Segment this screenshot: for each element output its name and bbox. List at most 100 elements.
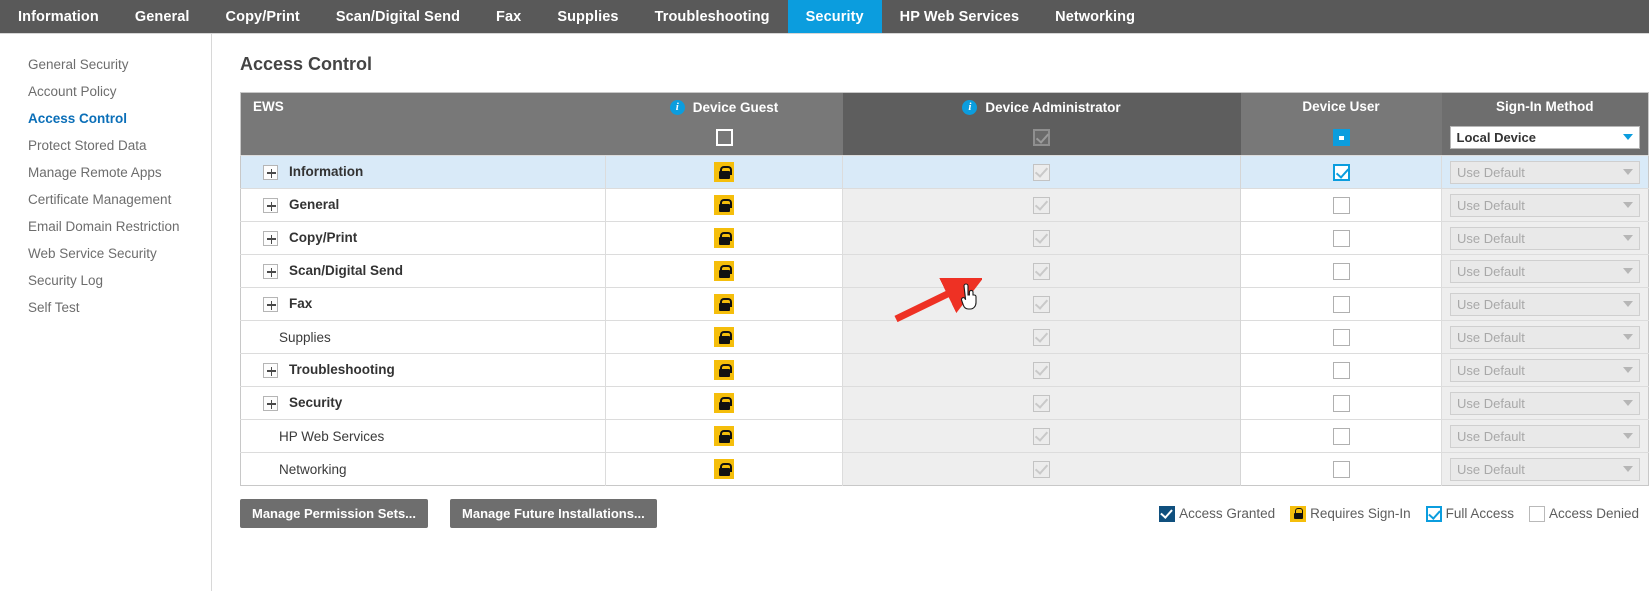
lock-icon[interactable] (714, 162, 734, 182)
header-checkbox-device-user[interactable] (1332, 128, 1350, 146)
legend-swatch-blue-check (1425, 505, 1442, 522)
cell-device-user (1240, 452, 1442, 486)
nav-item-security[interactable]: Security (787, 0, 882, 33)
sign-in-method-row-select[interactable]: Use Default (1450, 259, 1640, 283)
table-row[interactable]: HP Web Services Use Default (240, 419, 1649, 453)
checkbox-device-user[interactable] (1332, 262, 1350, 280)
sidebar-item-security-log[interactable]: Security Log (28, 273, 104, 288)
sidebar-item-protect-stored-data[interactable]: Protect Stored Data (28, 138, 147, 153)
expand-plus-icon[interactable] (263, 395, 278, 411)
chevron-down-icon (1623, 202, 1633, 208)
info-icon-device-administrator[interactable]: i (962, 99, 978, 115)
table-row[interactable]: Copy/Print Use Default (240, 221, 1649, 255)
lock-icon[interactable] (714, 459, 734, 479)
checkbox-device-user[interactable] (1332, 163, 1350, 181)
expand-plus-icon[interactable] (263, 263, 278, 279)
page-body: General Security Account Policy Access Con… (0, 34, 1649, 591)
sidebar-item-access-control[interactable]: Access Control (28, 111, 128, 126)
sign-in-method-row-select[interactable]: Use Default (1450, 226, 1640, 250)
checkbox-device-administrator (1033, 328, 1050, 346)
lock-icon[interactable] (714, 261, 734, 281)
legend-item: Access Denied (1528, 505, 1639, 522)
checkbox-device-user[interactable] (1332, 394, 1350, 412)
manage-future-installations-button[interactable]: Manage Future Installations... (450, 499, 657, 528)
cell-sign-in-method: Use Default (1441, 353, 1649, 387)
sidebar-navigation: General Security Account Policy Access Con… (0, 34, 212, 591)
header-checkbox-device-guest[interactable] (715, 128, 733, 146)
chevron-down-icon (1623, 367, 1633, 373)
sign-in-method-row-value: Use Default (1457, 329, 1525, 345)
checkbox-device-user[interactable] (1332, 460, 1350, 478)
sign-in-method-row-select[interactable]: Use Default (1450, 457, 1640, 481)
cell-sign-in-method: Use Default (1441, 452, 1649, 486)
checkbox-device-user[interactable] (1332, 427, 1350, 445)
nav-item-supplies[interactable]: Supplies (557, 8, 619, 25)
sign-in-method-row-select[interactable]: Use Default (1450, 292, 1640, 316)
nav-item-troubleshooting[interactable]: Troubleshooting (654, 8, 770, 25)
checkbox-device-user[interactable] (1332, 361, 1350, 379)
lock-icon[interactable] (714, 360, 734, 380)
sign-in-method-row-value: Use Default (1457, 230, 1525, 246)
sidebar-item-general-security[interactable]: General Security (28, 57, 129, 72)
table-row[interactable]: Scan/Digital Send Use Default (240, 254, 1649, 288)
lock-icon[interactable] (714, 426, 734, 446)
checkbox-device-user[interactable] (1332, 229, 1350, 247)
sign-in-method-row-select[interactable]: Use Default (1450, 391, 1640, 415)
sign-in-method-row-select[interactable]: Use Default (1450, 358, 1640, 382)
row-label-cell: Troubleshooting (240, 353, 606, 387)
info-icon-device-guest[interactable]: i (669, 99, 685, 115)
nav-item-copy-print[interactable]: Copy/Print (225, 8, 300, 25)
sidebar-item-manage-remote-apps[interactable]: Manage Remote Apps (28, 165, 162, 180)
sidebar-item-email-domain-restriction[interactable]: Email Domain Restriction (28, 219, 180, 234)
nav-item-general[interactable]: General (134, 8, 190, 25)
sign-in-method-row-select[interactable]: Use Default (1450, 160, 1640, 184)
sidebar-item-web-service-security[interactable]: Web Service Security (28, 246, 157, 261)
lock-icon[interactable] (714, 228, 734, 248)
checkbox-device-user[interactable] (1332, 328, 1350, 346)
sidebar-item-certificate-management[interactable]: Certificate Management (28, 192, 172, 207)
column-header-device-administrator-label: Device Administrator (985, 99, 1121, 115)
table-row[interactable]: Networking Use Default (240, 452, 1649, 486)
nav-item-networking[interactable]: Networking (1055, 8, 1136, 25)
table-row[interactable]: Information Use Default (240, 155, 1649, 189)
lock-icon[interactable] (714, 393, 734, 413)
checkbox-device-user[interactable] (1332, 196, 1350, 214)
sidebar-item-self-test[interactable]: Self Test (28, 300, 80, 315)
cell-device-administrator (842, 155, 1241, 189)
expand-plus-icon[interactable] (263, 197, 278, 213)
table-row[interactable]: Security Use Default (240, 386, 1649, 420)
legend: Access Granted Requires Sign-In Full Acces… (1159, 505, 1648, 522)
expand-plus-icon[interactable] (263, 164, 278, 180)
nav-item-information[interactable]: Information (18, 8, 99, 25)
lock-icon[interactable] (714, 294, 734, 314)
cell-sign-in-method: Use Default (1441, 386, 1649, 420)
lock-icon[interactable] (714, 195, 734, 215)
nav-item-hp-web-services[interactable]: HP Web Services (899, 8, 1020, 25)
sign-in-method-row-select[interactable]: Use Default (1450, 193, 1640, 217)
sign-in-method-row-select[interactable]: Use Default (1450, 424, 1640, 448)
main-content: Access Control EWS i Device Guest (212, 34, 1649, 591)
cell-device-user (1240, 155, 1442, 189)
sign-in-method-row-select[interactable]: Use Default (1450, 325, 1640, 349)
chevron-down-icon (1623, 235, 1633, 241)
table-header: EWS i Device Guest i Device Administrato… (240, 92, 1649, 156)
access-control-table-wrapper: EWS i Device Guest i Device Administrato… (240, 92, 1649, 486)
table-row[interactable]: Fax Use Default (240, 287, 1649, 321)
chevron-down-icon (1623, 134, 1633, 141)
table-row[interactable]: Supplies Use Default (240, 320, 1649, 354)
expand-plus-icon[interactable] (263, 296, 278, 312)
cell-device-user (1240, 221, 1442, 255)
table-row[interactable]: Troubleshooting Use Default (240, 353, 1649, 387)
lock-icon[interactable] (714, 327, 734, 347)
manage-permission-sets-button[interactable]: Manage Permission Sets... (240, 499, 429, 528)
nav-item-scan-digital-send[interactable]: Scan/Digital Send (335, 8, 461, 25)
table-row[interactable]: General Use Default (240, 188, 1649, 222)
cell-device-user (1240, 386, 1442, 420)
cell-device-guest (605, 452, 843, 486)
sidebar-item-account-policy[interactable]: Account Policy (28, 84, 117, 99)
checkbox-device-user[interactable] (1332, 295, 1350, 313)
expand-plus-icon[interactable] (263, 230, 278, 246)
expand-plus-icon[interactable] (263, 362, 278, 378)
sign-in-method-select[interactable]: Local Device (1449, 125, 1640, 149)
nav-item-fax[interactable]: Fax (496, 8, 522, 25)
